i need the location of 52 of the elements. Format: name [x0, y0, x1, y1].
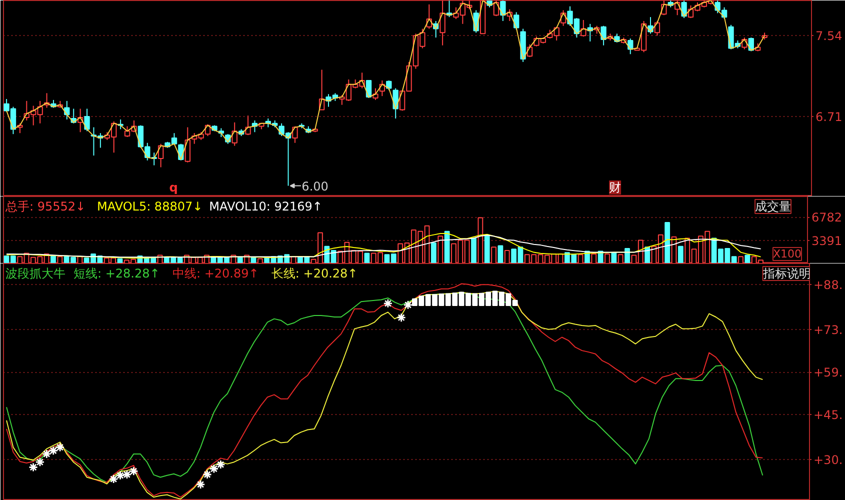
point — [35, 457, 45, 467]
point — [396, 312, 406, 322]
point — [383, 298, 393, 308]
y-tick-label: 7.54 — [816, 29, 842, 44]
text: MAVOL5: 88807↓ — [97, 200, 203, 214]
bar — [611, 252, 617, 263]
point — [122, 470, 132, 480]
y-tick-label: 6.71 — [816, 110, 842, 124]
point — [403, 300, 413, 310]
point — [48, 446, 58, 456]
bar — [237, 256, 243, 263]
y-tick-label: +88. — [814, 278, 843, 292]
annotation: 6.00 — [302, 179, 328, 194]
text: MAVOL10: 92169↑ — [209, 200, 322, 214]
text: 中线: +20.89↑ — [172, 266, 259, 280]
bar — [678, 246, 684, 263]
bar — [471, 238, 476, 263]
bar — [444, 230, 450, 263]
bar — [484, 234, 490, 263]
point — [28, 462, 38, 472]
point — [196, 480, 206, 490]
point — [108, 474, 118, 484]
bar — [50, 255, 56, 263]
y-axis-title: X100 — [772, 248, 802, 260]
point — [128, 466, 138, 476]
y-tick-label: +45. — [814, 408, 843, 422]
bar — [624, 248, 630, 263]
bar — [664, 222, 670, 263]
point — [55, 442, 65, 452]
bar — [117, 258, 123, 263]
y-tick-label: 6782 — [812, 210, 842, 225]
bar — [744, 254, 750, 263]
bar — [498, 245, 504, 263]
y-tick-label: +59. — [814, 366, 843, 380]
annotation: 财 — [609, 180, 622, 194]
y-tick-label: +30. — [814, 453, 843, 468]
bar — [598, 250, 604, 263]
chart-title: 波段抓大牛 — [6, 266, 66, 280]
text: 长线: +20.28↑ — [271, 266, 358, 280]
point — [116, 470, 125, 480]
point — [209, 464, 219, 474]
annotation: 成交量 — [755, 200, 791, 214]
bar — [364, 252, 370, 263]
text: 短线: +28.28↑ — [74, 266, 160, 280]
y-tick-label: 3391 — [812, 234, 842, 248]
point — [216, 460, 226, 470]
y-tick-label: +73. — [814, 323, 843, 338]
annotation: q — [169, 180, 178, 194]
bar — [431, 242, 436, 263]
point — [202, 470, 212, 480]
text: 总手: 95552↓ — [4, 200, 86, 214]
point — [42, 449, 52, 459]
